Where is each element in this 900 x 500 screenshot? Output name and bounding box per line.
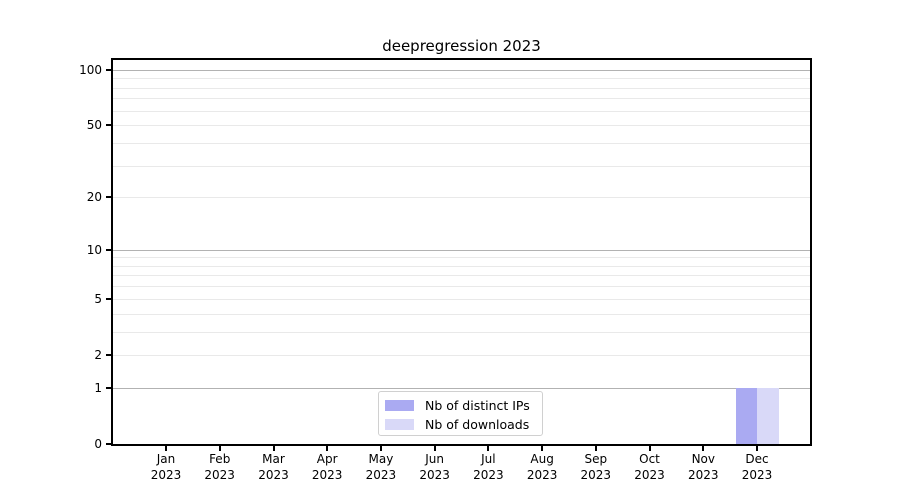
x-tick-year: 2023 (311, 468, 343, 482)
x-tick-month: Jun (425, 452, 444, 466)
x-tick-label: Jul 2023 (461, 451, 515, 483)
legend-swatch-distinct-ips-icon (385, 400, 414, 411)
minor-gridline (113, 298, 810, 300)
x-tick-month: Mar (262, 452, 285, 466)
x-tick-month: Sep (584, 452, 608, 466)
x-tick-year: 2023 (258, 468, 289, 482)
x-tick-label: Apr 2023 (300, 451, 354, 483)
x-tick-month: Jan (156, 452, 176, 466)
x-tick-mark (648, 446, 651, 451)
y-tick-mark (106, 68, 113, 71)
minor-gridline (113, 331, 810, 333)
x-tick-month: Feb (209, 452, 231, 466)
x-tick-month: Oct (639, 452, 660, 466)
plot-area (111, 58, 812, 446)
x-tick-label: May 2023 (354, 451, 408, 483)
legend-label-downloads: Nb of downloads (425, 417, 530, 432)
minor-gridline (113, 354, 810, 356)
minor-gridline (113, 313, 810, 315)
x-tick-year: 2023 (204, 468, 235, 482)
x-tick-label: Aug 2023 (515, 451, 569, 483)
y-tick-label: 10 (86, 242, 102, 257)
minor-gridline (113, 110, 810, 112)
chart-title: deepregression 2023 (382, 37, 541, 55)
x-tick-year: 2023 (526, 468, 558, 482)
legend-swatch-downloads-icon (385, 419, 414, 430)
x-tick-label: Mar 2023 (247, 451, 301, 483)
minor-gridline (113, 142, 810, 144)
y-tick-mark (106, 297, 113, 300)
y-tick-mark (106, 124, 113, 127)
minor-gridline (113, 125, 810, 127)
x-tick-year: 2023 (634, 468, 665, 482)
bar-nb-of-distinct-ips (735, 387, 757, 444)
minor-gridline (113, 286, 810, 288)
y-tick-mark (106, 196, 113, 199)
legend-item-downloads: Nb of downloads (385, 415, 542, 434)
x-tick-mark (541, 446, 544, 451)
x-tick-mark (487, 446, 490, 451)
x-tick-label: Dec 2023 (730, 451, 784, 483)
y-tick-mark (106, 386, 113, 389)
x-tick-label: Feb 2023 (193, 451, 247, 483)
bars-layer (113, 60, 810, 444)
major-gridline (113, 387, 810, 389)
x-tick-month: Apr (316, 452, 338, 466)
minor-gridline (113, 98, 810, 100)
y-tick-mark (106, 443, 113, 445)
x-tick-mark (272, 446, 275, 451)
major-gridline (113, 249, 810, 251)
x-tick-label: Nov 2023 (676, 451, 730, 483)
minor-gridline (113, 78, 810, 80)
y-tick-label: 50 (86, 118, 102, 133)
x-tick-year: 2023 (419, 468, 450, 482)
minor-gridline (113, 197, 810, 199)
x-tick-label: Sep 2023 (569, 451, 623, 483)
x-tick-mark (433, 446, 436, 451)
major-gridline (113, 69, 810, 71)
y-tick-mark (106, 353, 113, 356)
x-tick-year: 2023 (365, 468, 397, 482)
x-tick-month: Dec (745, 452, 769, 466)
x-tick-mark (702, 446, 705, 451)
minor-gridline (113, 165, 810, 167)
x-tick-mark (218, 446, 221, 451)
x-tick-mark (594, 446, 597, 451)
x-tick-month: Nov (691, 452, 715, 466)
minor-gridline (113, 275, 810, 277)
x-tick-year: 2023 (580, 468, 612, 482)
x-tick-label: Oct 2023 (623, 451, 677, 483)
x-tick-label: Jan 2023 (139, 451, 193, 483)
bar-nb-of-downloads (757, 387, 779, 444)
x-tick-month: Jul (481, 452, 496, 466)
minor-gridline (113, 257, 810, 259)
x-tick-mark (165, 446, 167, 451)
legend-item-distinct-ips: Nb of distinct IPs (385, 396, 542, 415)
x-tick-year: 2023 (688, 468, 719, 482)
y-tick-label: 2 (94, 347, 102, 362)
minor-gridline (113, 87, 810, 89)
y-tick-mark (106, 248, 113, 251)
x-tick-month: May (368, 452, 394, 466)
x-tick-year: 2023 (150, 468, 182, 482)
y-tick-label: 100 (79, 62, 102, 77)
y-tick-label: 1 (94, 380, 102, 395)
y-tick-label: 20 (86, 190, 102, 205)
minor-gridline (113, 265, 810, 267)
x-tick-year: 2023 (473, 468, 504, 482)
gridlines-layer (113, 60, 810, 444)
x-tick-mark (379, 446, 382, 451)
legend: Nb of distinct IPs Nb of downloads (378, 391, 543, 436)
y-tick-label: 5 (94, 291, 102, 306)
x-tick-year: 2023 (741, 468, 773, 482)
legend-label-distinct-ips: Nb of distinct IPs (425, 398, 530, 413)
y-tick-label: 0 (94, 437, 102, 451)
x-tick-mark (326, 446, 329, 451)
x-tick-month: Aug (530, 452, 554, 466)
x-tick-mark (756, 446, 758, 451)
x-tick-label: Jun 2023 (408, 451, 462, 483)
